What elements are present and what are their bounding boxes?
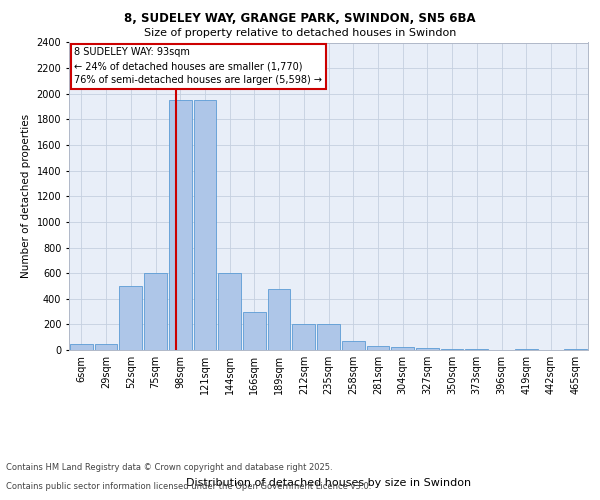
Bar (367, 346, 389, 350)
Bar (169, 100, 191, 350)
Bar (342, 341, 365, 350)
Text: Size of property relative to detached houses in Swindon: Size of property relative to detached ho… (144, 28, 456, 38)
Text: Contains HM Land Registry data © Crown copyright and database right 2025.: Contains HM Land Registry data © Crown c… (6, 464, 332, 472)
Bar (194, 100, 216, 350)
Bar (243, 312, 266, 350)
Bar (515, 348, 538, 350)
Text: Contains public sector information licensed under the Open Government Licence v3: Contains public sector information licen… (6, 482, 371, 491)
Bar (268, 288, 290, 350)
X-axis label: Distribution of detached houses by size in Swindon: Distribution of detached houses by size … (186, 478, 471, 488)
Bar (416, 348, 439, 350)
Bar (564, 348, 587, 350)
Bar (144, 273, 167, 350)
Bar (119, 286, 142, 350)
Bar (317, 324, 340, 350)
Bar (391, 347, 414, 350)
Bar (466, 349, 488, 350)
Bar (292, 324, 315, 350)
Text: 8 SUDELEY WAY: 93sqm
← 24% of detached houses are smaller (1,770)
76% of semi-de: 8 SUDELEY WAY: 93sqm ← 24% of detached h… (74, 47, 322, 85)
Bar (70, 344, 93, 350)
Bar (95, 344, 118, 350)
Y-axis label: Number of detached properties: Number of detached properties (21, 114, 31, 278)
Bar (441, 348, 463, 350)
Bar (218, 273, 241, 350)
Text: 8, SUDELEY WAY, GRANGE PARK, SWINDON, SN5 6BA: 8, SUDELEY WAY, GRANGE PARK, SWINDON, SN… (124, 12, 476, 26)
